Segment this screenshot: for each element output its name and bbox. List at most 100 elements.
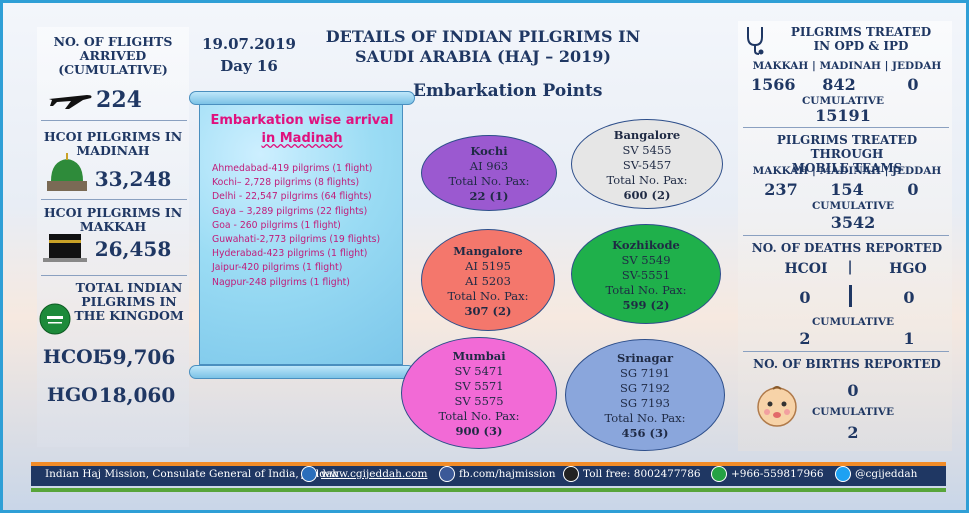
- madinah-value: 33,248: [94, 167, 172, 191]
- flight-number: SV 5575: [454, 394, 504, 408]
- arrival-list-item: Nagpur-248 pilgrims (1 flight): [212, 276, 350, 288]
- embarkation-name: Kochi: [470, 144, 508, 158]
- mobile-title: PILGRIMS TREATED THROUGH MOBILE TEAMS: [743, 133, 951, 175]
- embarkation-name: Mangalore: [453, 243, 523, 258]
- opd-title: PILGRIMS TREATED IN OPD & IPD: [771, 25, 951, 53]
- flights-label: NO. OF FLIGHTS ARRIVED (CUMULATIVE): [53, 34, 173, 77]
- footer-orange-strip: [31, 462, 946, 466]
- scroll-top-roll: [189, 91, 415, 105]
- births-value: 0: [847, 381, 859, 400]
- page-title-line2: SAUDI ARABIA (HAJ – 2019): [355, 47, 611, 66]
- embarkation-name: Kozhikode: [612, 237, 680, 252]
- births-cumulative-label: CUMULATIVE: [811, 406, 895, 418]
- twitter-icon: [835, 466, 851, 482]
- embarkation-point: Mumbai SV 5471 SV 5571 SV 5575 Total No. Pax…: [401, 337, 557, 449]
- madinah-label: HCOI PILGRIMS IN MADINAH: [43, 129, 183, 158]
- divider: [743, 351, 949, 352]
- flight-number: SV 5471: [454, 364, 504, 378]
- pax-value: 22 (1): [469, 189, 509, 203]
- divider: [41, 120, 187, 121]
- scroll-heading-line2: in Madinah: [261, 131, 343, 146]
- embarkation-point: Kozhikode SV 5549 SV-5551 Total No. Pax: 599…: [571, 224, 721, 324]
- hcoi-value: 59,706: [98, 345, 176, 369]
- phone-icon: [563, 466, 579, 482]
- flight-number: SG 7192: [620, 381, 670, 395]
- pax-value: 599 (2): [622, 297, 670, 312]
- scroll-heading-line1: Embarkation wise arrival: [210, 113, 394, 128]
- scroll-bottom-roll: [189, 365, 415, 379]
- births-cumulative: 2: [847, 423, 859, 442]
- embarkation-point: Mangalore AI 5195 AI 5203 Total No. Pax: 307…: [421, 229, 555, 331]
- opd-title-line1: PILGRIMS TREATED: [790, 25, 932, 39]
- mobile-cumulative-label: CUMULATIVE: [811, 200, 895, 212]
- hcoi-label: HCOI: [43, 346, 102, 368]
- report-day: Day 16: [220, 57, 278, 75]
- arrival-list-item: Kochi– 2,728 pilgrims (8 flights): [212, 177, 360, 189]
- footer-website[interactable]: www.cgijeddah.com: [321, 468, 428, 480]
- divider: [743, 235, 949, 236]
- pax-value: 307 (2): [464, 303, 512, 318]
- pax-label: Total No. Pax:: [605, 282, 687, 297]
- flight-number: SV 5549: [621, 252, 671, 267]
- flight-number: AI 5203: [465, 273, 511, 288]
- page-title: DETAILS OF INDIAN PILGRIMS IN SAUDI ARAB…: [313, 27, 653, 67]
- flight-number: SG 7191: [620, 366, 670, 380]
- mobile-cumulative: 3542: [830, 213, 876, 232]
- deaths-hcoi-label: HCOI: [784, 261, 828, 277]
- flight-number: SV-5551: [621, 267, 671, 282]
- flight-number: SV 5571: [454, 379, 504, 393]
- pax-label: Total No. Pax:: [604, 411, 686, 425]
- report-date: 19.07.2019: [202, 35, 296, 53]
- pax-value: 900 (3): [455, 424, 503, 438]
- footer-green-strip: [31, 488, 946, 492]
- pax-label: Total No. Pax:: [606, 172, 688, 187]
- divider: [41, 199, 187, 200]
- pax-value: 600 (2): [623, 187, 671, 202]
- divider: [41, 275, 187, 276]
- deaths-divider: [849, 285, 852, 307]
- births-title: NO. OF BIRTHS REPORTED: [753, 357, 941, 371]
- arrival-list-item: Guwahati-2,773 pilgrims (19 flights): [212, 234, 381, 246]
- stethoscope-icon: [747, 27, 764, 55]
- flights-value: 224: [96, 87, 142, 113]
- hgo-value: 18,060: [98, 383, 176, 407]
- saudi-flag-icon: [39, 303, 71, 335]
- arrival-list-item: Hyderabad-423 pilgrims (1 flight): [212, 248, 368, 260]
- deaths-title: NO. OF DEATHS REPORTED: [751, 241, 943, 255]
- flight-number: SG 7193: [620, 396, 670, 410]
- arrival-list-item: Jaipur-420 pilgrims (1 flight): [212, 262, 343, 274]
- airplane-icon: [49, 95, 92, 109]
- scroll-body: Embarkation wise arrival in Madinah Ahme…: [199, 101, 403, 365]
- deaths-cumulative-label: CUMULATIVE: [811, 316, 895, 328]
- facebook-icon: [439, 466, 455, 482]
- embarkation-name: Srinagar: [616, 351, 674, 365]
- pax-label: Total No. Pax:: [447, 288, 529, 303]
- pax-value: 456 (3): [621, 426, 669, 440]
- divider: [743, 127, 949, 128]
- mobile-madinah: 154: [830, 180, 864, 199]
- madinah-arrivals-scroll: Embarkation wise arrival in Madinah Ahme…: [189, 87, 415, 379]
- opd-cumulative: 15191: [815, 106, 871, 125]
- flight-number: AI 5195: [465, 258, 511, 273]
- footer-bar: Indian Haj Mission, Consulate General of…: [31, 462, 946, 492]
- footer-twitter[interactable]: @cgijeddah: [855, 468, 918, 480]
- embarkation-subtitle: Embarkation Points: [413, 81, 603, 101]
- arrival-list-item: Ahmedabad-419 pilgrims (1 flight): [212, 163, 373, 174]
- baby-icon: [757, 386, 797, 427]
- footer-facebook[interactable]: fb.com/hajmission: [459, 468, 556, 480]
- right-stats-panel: [738, 21, 952, 451]
- deaths-cumulative-hcoi: 2: [799, 329, 811, 348]
- arrival-list-item: Gaya – 3,289 pilgrims (22 flights): [212, 205, 368, 217]
- mobile-title-line2: MOBILE TEAMS: [791, 161, 903, 175]
- footer-phone: +966-559817966: [731, 468, 824, 480]
- embarkation-name: Mumbai: [452, 349, 506, 363]
- deaths-hgo-label: HGO: [889, 261, 927, 277]
- opd-jeddah: 0: [907, 75, 919, 94]
- mobile-title-line1: PILGRIMS TREATED THROUGH: [776, 133, 918, 161]
- total-label: TOTAL INDIAN PILGRIMS IN THE KINGDOM: [74, 280, 184, 323]
- deaths-hcoi: 0: [799, 288, 811, 307]
- opd-title-line2: IN OPD & IPD: [813, 39, 909, 53]
- deaths-hgo: 0: [903, 288, 915, 307]
- scroll-heading: Embarkation wise arrival in Madinah: [208, 112, 396, 148]
